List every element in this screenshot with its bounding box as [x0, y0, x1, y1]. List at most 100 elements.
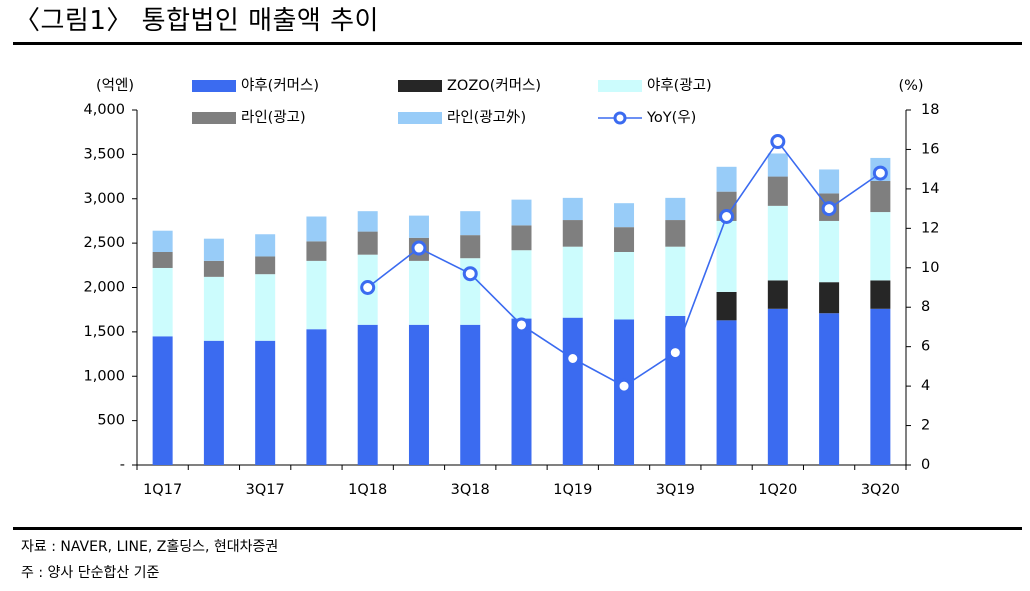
bar-line-ad — [255, 256, 276, 275]
bar-line-other — [460, 211, 481, 236]
bar-line-ad — [152, 252, 173, 268]
yoy-point — [770, 134, 786, 150]
yoy-point — [872, 165, 888, 181]
yoy-point — [616, 378, 632, 394]
bar-yahoo-ad — [408, 260, 429, 325]
bar-yahoo-ad — [819, 220, 840, 283]
bottom-rule — [13, 527, 1022, 530]
bar-yahoo-commerce — [767, 308, 788, 465]
right-tick-label: 12 — [921, 220, 939, 236]
bar-yahoo-ad — [255, 274, 276, 341]
figure-title: 〈그림1〉 통합법인 매출액 추이 — [14, 6, 379, 36]
left-tick-label: 500 — [97, 413, 125, 429]
bar-yahoo-ad — [665, 246, 686, 316]
top-rule — [13, 42, 1022, 45]
legend-label: 야후(광고) — [647, 77, 712, 94]
bar-line-ad — [665, 220, 686, 247]
yoy-point — [565, 351, 581, 366]
bar-yahoo-commerce — [460, 324, 481, 465]
legend-swatch-line-ad — [192, 112, 236, 124]
bar-line-ad — [767, 176, 788, 206]
x-tick-label: 3Q20 — [861, 482, 900, 498]
bar-yahoo-ad — [767, 205, 788, 281]
bar-yahoo-commerce — [306, 329, 327, 465]
bar-yahoo-commerce — [511, 318, 532, 465]
bar-line-other — [152, 230, 173, 252]
legend-label: 야후(커머스) — [241, 77, 319, 94]
bar-yahoo-ad — [306, 260, 327, 330]
yoy-point — [667, 345, 683, 361]
yoy-point — [411, 240, 427, 256]
bar-line-ad — [203, 260, 224, 277]
yoy-point — [462, 266, 478, 282]
x-tick-label: 1Q18 — [348, 482, 387, 498]
left-axis-unit: (억엔) — [96, 77, 134, 94]
yoy-point — [360, 280, 376, 295]
left-tick-label: 2,000 — [83, 280, 125, 296]
x-tick-label: 1Q19 — [553, 482, 592, 498]
left-tick-label: 4,000 — [83, 102, 125, 118]
bar-line-other — [665, 197, 686, 221]
footnote: 주 : 양사 단순합산 기준 — [21, 565, 160, 581]
legend-label: 라인(광고) — [241, 109, 306, 126]
bar-line-other — [562, 197, 583, 221]
bar-yahoo-commerce — [819, 313, 840, 465]
left-tick-label: 1,500 — [83, 324, 125, 340]
right-tick-label: 8 — [921, 299, 930, 315]
bar-zozo-commerce — [870, 280, 891, 309]
right-tick-label: 14 — [921, 181, 939, 197]
bar-line-other — [511, 199, 532, 226]
left-tick-label: - — [120, 457, 125, 473]
bar-line-ad — [306, 241, 327, 261]
bar-yahoo-commerce — [357, 324, 378, 465]
x-tick-label: 3Q17 — [246, 482, 285, 498]
right-tick-label: 4 — [921, 378, 930, 394]
bar-line-ad — [562, 220, 583, 247]
yoy-point — [514, 317, 529, 333]
yoy-point — [821, 201, 837, 217]
bar-line-ad — [870, 181, 891, 213]
left-tick-label: 2,500 — [83, 235, 125, 251]
right-tick-label: 0 — [921, 457, 930, 473]
right-tick-label: 10 — [921, 260, 939, 276]
left-tick-label: 3,500 — [83, 146, 125, 162]
bar-line-other — [408, 215, 429, 238]
bar-line-ad — [460, 235, 481, 259]
bar-line-ad — [511, 225, 532, 251]
right-axis-unit: (%) — [898, 78, 923, 94]
legend-label: 라인(광고外) — [447, 109, 526, 126]
bar-line-other — [819, 169, 840, 194]
yoy-point — [719, 209, 735, 224]
left-tick-label: 1,000 — [83, 368, 125, 384]
legend-swatch-yoy-point — [613, 111, 627, 125]
right-tick-label: 16 — [921, 141, 939, 157]
bar-yahoo-commerce — [562, 317, 583, 465]
legend-swatch-yahoo-ad — [598, 80, 642, 92]
legend-label: YoY(우) — [646, 110, 696, 126]
bar-yahoo-commerce — [152, 336, 173, 465]
bar-yahoo-commerce — [408, 324, 429, 465]
x-tick-label: 1Q17 — [143, 482, 182, 498]
x-tick-label: 1Q20 — [758, 482, 797, 498]
bar-line-ad — [357, 231, 378, 255]
bar-line-other — [306, 216, 327, 242]
bar-yahoo-ad — [203, 276, 224, 341]
bar-yahoo-ad — [870, 212, 891, 281]
bar-line-other — [357, 211, 378, 232]
bar-line-other — [716, 166, 737, 192]
bar-yahoo-commerce — [665, 315, 686, 465]
bar-line-other — [614, 203, 635, 228]
source-note: 자료 : NAVER, LINE, Z홀딩스, 현대차증권 — [21, 539, 279, 555]
bar-yahoo-ad — [614, 252, 635, 320]
bar-zozo-commerce — [819, 282, 840, 314]
legend-swatch-line-other — [398, 112, 442, 124]
bar-line-ad — [614, 227, 635, 252]
bar-line-other — [767, 153, 788, 177]
sales-trend-chart: 4,000 3,500 3,000 2,500 2,000 1,500 1,000 500 - 1… — [83, 77, 939, 498]
bar-zozo-commerce — [767, 280, 788, 309]
x-tick-label: 3Q19 — [656, 482, 695, 498]
bar-yahoo-ad — [562, 246, 583, 318]
legend-swatch-zozo-commerce — [398, 80, 442, 92]
right-tick-label: 18 — [921, 102, 939, 118]
right-tick-label: 6 — [921, 339, 930, 355]
